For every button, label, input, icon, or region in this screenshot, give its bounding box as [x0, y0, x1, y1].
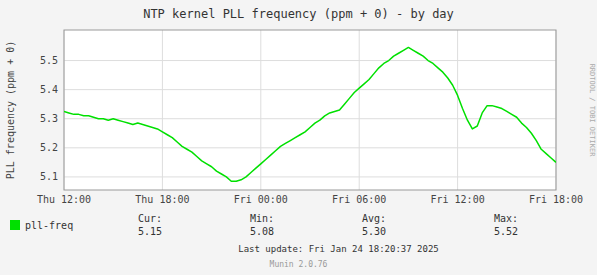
y-axis-label: PLL frequency (ppm + 0) — [5, 41, 16, 179]
stat-value: 5.30 — [362, 226, 386, 237]
stat-label: Avg: — [362, 213, 386, 224]
stat-label: Min: — [250, 213, 274, 224]
legend-swatch — [10, 220, 20, 230]
plot-frame — [64, 30, 556, 190]
y-grid-line — [64, 118, 556, 119]
plot-area — [64, 30, 556, 190]
y-grid-line — [64, 147, 556, 148]
y-grid-line — [64, 89, 556, 90]
y-grid-line — [64, 176, 556, 177]
footer-text: Last update: Fri Jan 24 18:20:37 2025 — [238, 244, 438, 254]
x-tick-label: Thu 12:00 — [37, 194, 91, 205]
x-tick-label: Fri 12:00 — [431, 194, 485, 205]
x-grid-line — [457, 30, 458, 190]
stat-label: Cur: — [138, 213, 162, 224]
stat-value: 5.08 — [250, 226, 274, 237]
legend-label: pll-freq — [25, 220, 73, 231]
title: NTP kernel PLL frequency (ppm + 0) - by … — [143, 7, 454, 21]
x-grid-line — [359, 30, 360, 190]
series-group — [64, 47, 556, 181]
background — [0, 0, 597, 275]
watermark: RRDTOOL / TOBI OETIKER — [588, 64, 596, 158]
x-tick-label: Fri 18:00 — [529, 194, 583, 205]
y-grid-line — [64, 60, 556, 61]
x-tick-label: Fri 00:00 — [234, 194, 288, 205]
legend: pll-freq — [10, 220, 73, 231]
footer-text: Munin 2.0.76 — [270, 260, 328, 269]
x-tick-label: Fri 06:00 — [332, 194, 386, 205]
grid — [64, 30, 556, 190]
y-tick-label: 5.3 — [40, 113, 58, 124]
chart: 5.1 5.2 5.3 5.4 5.5 Thu 12:00 Thu 18:00 Fri 00:… — [0, 0, 597, 275]
stat-value: 5.15 — [138, 226, 162, 237]
y-tick-label: 5.4 — [40, 84, 58, 95]
series-line — [64, 47, 556, 181]
y-tick-label: 5.5 — [40, 55, 58, 66]
y-tick-label: 5.1 — [40, 171, 58, 182]
x-tick-label: Thu 18:00 — [135, 194, 189, 205]
stat-value: 5.52 — [494, 226, 518, 237]
y-tick-label: 5.2 — [40, 142, 58, 153]
x-grid-line — [162, 30, 163, 190]
x-grid-line — [260, 30, 261, 190]
stat-label: Max: — [494, 213, 518, 224]
